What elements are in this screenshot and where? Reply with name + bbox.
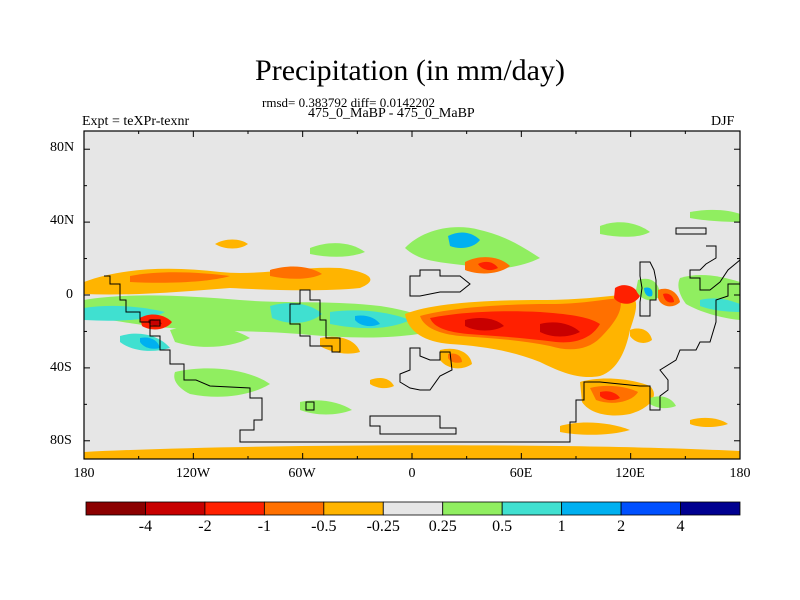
lat-label-40s: 40S [50, 360, 72, 375]
stats-label: rmsd= 0.383792 diff= 0.0142202 [262, 95, 435, 110]
precip-patch [560, 422, 630, 435]
lon-label-120e: 120E [615, 466, 645, 481]
lon-label-0: 0 [408, 466, 416, 481]
lat-label-80n: 80N [50, 140, 75, 155]
precip-patch [600, 391, 620, 401]
precip-patch [448, 232, 480, 248]
colorbar-swatch [680, 501, 741, 516]
lon-label-180e: 180 [729, 466, 751, 481]
colorbar-swatch [442, 501, 503, 516]
experiment-label: Expt = teXPr-texnr [82, 114, 190, 129]
colorbar-label: -0.25 [366, 518, 400, 535]
colorbar-swatch [85, 501, 146, 516]
precip-patch [663, 293, 674, 303]
colorbar-swatch [501, 501, 563, 516]
precip-patch [130, 272, 230, 283]
precip-patch [700, 298, 740, 312]
coastline-outlines [104, 227, 740, 443]
colorbar-swatch [561, 501, 622, 516]
precip-patch [644, 287, 653, 297]
precip-patch [148, 319, 162, 326]
axis-ticks [83, 131, 741, 459]
precip-patch [300, 400, 352, 415]
precip-patch [630, 328, 652, 343]
colorbar-swatch [382, 501, 444, 516]
precip-patch [600, 222, 650, 237]
precip-patch [370, 378, 394, 389]
lat-label-40n: 40N [50, 213, 75, 228]
colorbar-swatch [620, 501, 681, 516]
precip-patch [355, 315, 380, 327]
precip-patch [174, 368, 270, 397]
colorbar-label: -2 [198, 518, 212, 535]
precip-patch [84, 295, 433, 338]
season-label: DJF [711, 114, 735, 129]
precip-patch [448, 353, 462, 363]
lat-label-0: 0 [66, 287, 73, 302]
colorbar-label: 0.5 [492, 518, 513, 535]
lon-label-60e: 60E [509, 466, 533, 481]
antarctic-precip-band [84, 445, 740, 459]
colorbar-label: -1 [257, 518, 272, 535]
colorbar [85, 501, 741, 516]
precip-patch [650, 396, 676, 409]
colorbar-label: 4 [676, 518, 685, 535]
precip-patch [140, 337, 160, 349]
colorbar-label: 2 [617, 518, 626, 535]
chart-title: Precipitation (in mm/day) [255, 54, 565, 87]
colorbar-label: -0.5 [311, 518, 337, 535]
precip-patch [310, 243, 365, 257]
precip-patch [540, 322, 580, 337]
subtitle-label: 475_0_MaBP - 475_0_MaBP [308, 106, 475, 121]
precip-patch [478, 261, 498, 271]
precip-patch [465, 318, 504, 331]
map-plot-area [84, 131, 740, 459]
lon-label-180w: 180 [73, 466, 95, 481]
colorbar-label: -4 [138, 518, 153, 535]
colorbar-label: 0.25 [428, 518, 457, 535]
precip-patch [690, 209, 740, 222]
colorbar-swatch [204, 501, 265, 516]
colorbar-swatch [323, 501, 384, 516]
precip-patch [270, 266, 322, 279]
lon-label-60w: 60W [288, 466, 316, 481]
precip-patch [215, 239, 248, 249]
colorbar-swatch [263, 501, 325, 516]
precip-patch [690, 417, 728, 427]
lon-label-120w: 120W [175, 466, 211, 481]
precip-patch [405, 227, 540, 269]
colorbar-label: 1 [557, 518, 566, 535]
colorbar-swatch [145, 501, 206, 516]
lat-label-80s: 80S [50, 433, 72, 448]
precip-patch [270, 303, 322, 323]
precip-patch [170, 325, 250, 347]
precip-patch [614, 285, 640, 304]
